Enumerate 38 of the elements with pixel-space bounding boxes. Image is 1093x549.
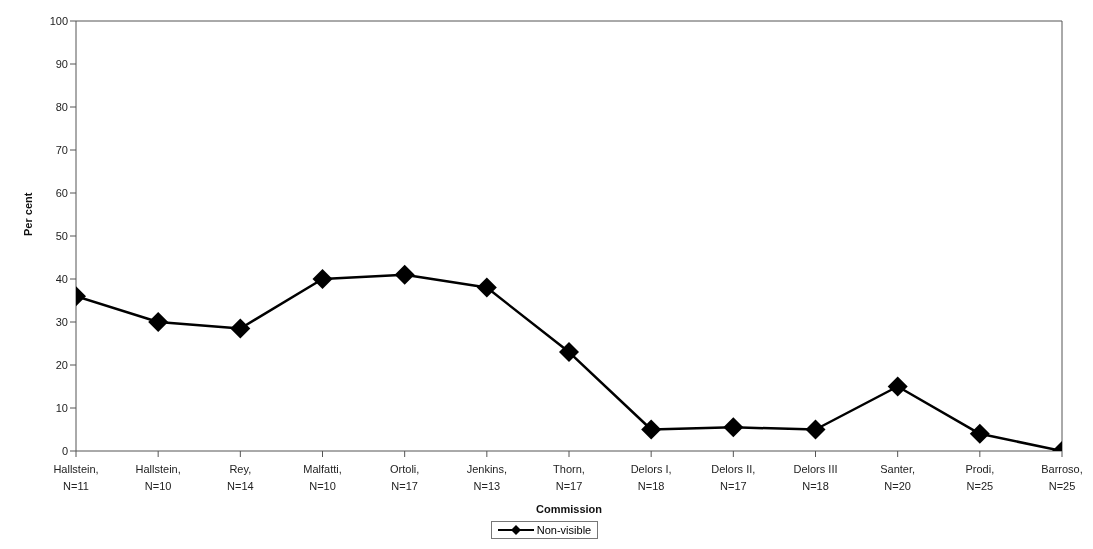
- x-tick-label: Delors II, N=17: [711, 463, 756, 492]
- point: [312, 269, 333, 289]
- x-tick-label: Malfatti, N=10: [303, 463, 342, 492]
- y-tick-label: 70: [55, 143, 68, 156]
- x-tick-label: Hallstein, N=11: [53, 463, 99, 492]
- x-tick-label: Barroso, N=25: [1041, 463, 1083, 492]
- point: [148, 312, 169, 332]
- x-axis-title: Commission: [535, 503, 603, 515]
- y-tick-label: 100: [49, 14, 68, 27]
- x-tick-label: Santer, N=20: [880, 463, 916, 492]
- y-tick-label: 60: [55, 186, 68, 199]
- y-tick-label: 90: [55, 57, 68, 70]
- y-axis-title: Per cent: [21, 192, 34, 236]
- x-tick-label: Delors III N=18: [793, 463, 838, 492]
- point: [887, 376, 908, 397]
- x-tick-label: Ortoli, N=17: [389, 463, 420, 492]
- x-tick-label: Jenkins, N=13: [466, 463, 508, 492]
- y-tick-label: 0: [61, 444, 68, 457]
- x-tick-label: Delors I, N=18: [630, 463, 672, 492]
- x-tick-label: Thorn, N=17: [553, 463, 585, 492]
- y-tick-label: 10: [55, 401, 68, 414]
- y-tick-label: 20: [55, 358, 68, 371]
- y-tick-label: 30: [55, 315, 68, 328]
- point: [641, 419, 662, 440]
- x-tick-label: Prodi, N=25: [965, 463, 995, 492]
- point: [476, 277, 497, 298]
- point: [805, 419, 826, 440]
- point: [394, 264, 415, 285]
- point: [723, 417, 744, 438]
- y-tick-label: 40: [55, 272, 68, 285]
- x-tick-label: Hallstein, N=10: [135, 463, 181, 492]
- point: [230, 318, 251, 339]
- y-tick-label: 80: [55, 100, 68, 113]
- legend-label: Non-visible: [535, 524, 592, 536]
- point: [969, 423, 990, 444]
- y-tick-label: 50: [55, 229, 68, 242]
- point: [559, 342, 579, 363]
- x-tick-label: Rey, N=14: [227, 463, 254, 492]
